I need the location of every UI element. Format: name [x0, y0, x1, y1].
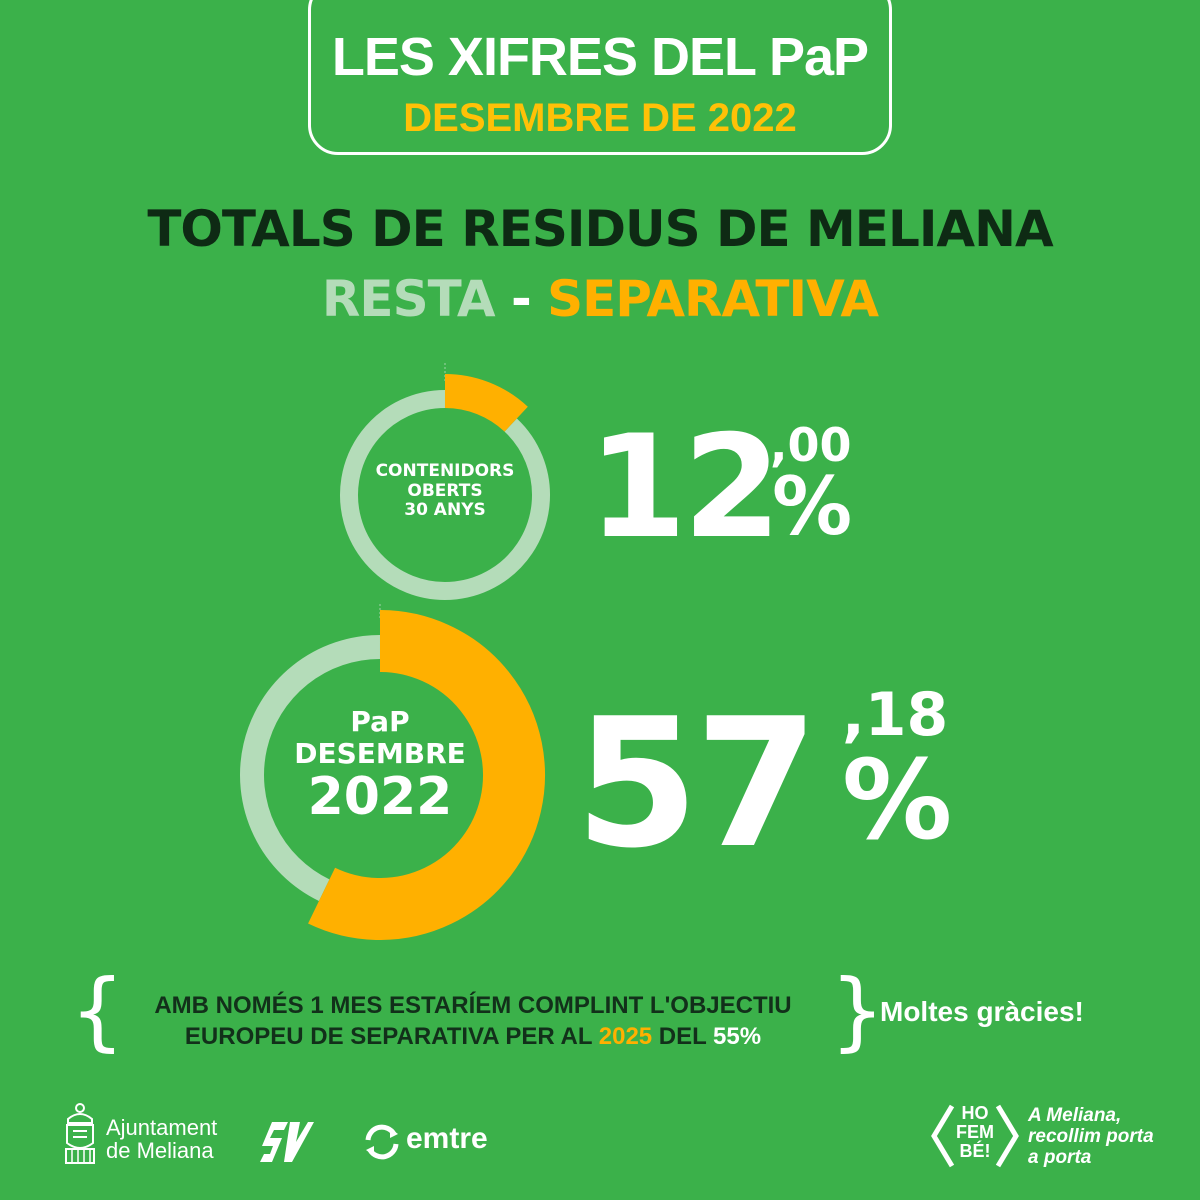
thanks-text: Moltes gràcies! [880, 996, 1084, 1027]
donut-label-line: OBERTS [407, 480, 483, 501]
donut-label-line: CONTENIDORS [375, 461, 515, 481]
ajuntament-crest-icon [65, 1103, 95, 1164]
donut-label-contenidors: CONTENIDORS OBERTS 30 ANYS [350, 461, 540, 521]
donut-slice-resta [340, 390, 550, 600]
note-line-1: AMB NOMÉS 1 MES ESTARÍEM COMPLINT L'OBJE… [154, 992, 792, 1019]
value-decimal-pap: ,18 [842, 680, 949, 750]
note-close-brace: } [830, 961, 885, 1061]
emtre-name: emtre [406, 1122, 488, 1155]
value-decimal-contenidors: ,00 [770, 418, 852, 472]
legend: RESTA - SEPARATIVA [0, 270, 1200, 328]
hofembe-logo-icon [931, 1104, 1019, 1168]
note-line-2-b: DEL [652, 1023, 714, 1051]
slogan-line-3: a porta [1028, 1146, 1092, 1168]
donut-slice-separativa [444, 374, 528, 432]
value-integer-pap: 57 [575, 680, 819, 887]
slogan: A Meliana, recollim porta a porta [1028, 1105, 1154, 1169]
note-target: 55% [713, 1023, 762, 1051]
header-title: LES XIFRES DEL PaP [331, 27, 869, 87]
legend-resta: RESTA [321, 270, 496, 328]
value-integer-contenidors: 12 [588, 405, 782, 570]
ajuntament-line-1: Ajuntament [106, 1115, 218, 1140]
header-frame [308, 0, 892, 155]
donut-label-year: 2022 [307, 767, 453, 828]
hofembe-logo-text: HO FEM BÉ! [950, 1104, 1000, 1161]
note-open-brace: { [70, 961, 125, 1061]
hofembe-line-1: HO [961, 1103, 989, 1123]
hofembe-line-2: FEM [956, 1121, 994, 1142]
note-year: 2025 [598, 1023, 653, 1051]
header-subtitle: DESEMBRE DE 2022 [403, 96, 797, 140]
donut-chart-contenidors [340, 363, 550, 600]
emtre-logo-icon [365, 1124, 399, 1160]
main-title: TOTALS DE RESIDUS DE MELIANA [147, 200, 1053, 258]
donut-label-pap: PaP DESEMBRE 2022 [275, 705, 485, 828]
donut-label-line: PaP [350, 705, 410, 738]
ajuntament-name: Ajuntament de Meliana [106, 1116, 217, 1162]
donut-label-line: 30 ANYS [404, 500, 486, 521]
note-line-2: EUROPEU DE SEPARATIVA PER AL 2025 DEL 55… [108, 1021, 838, 1052]
donut-chart-pap [240, 604, 545, 940]
legend-separator: - [510, 270, 532, 328]
slogan-line-1: A Meliana, [1028, 1105, 1122, 1126]
legend-separativa: SEPARATIVA [547, 270, 879, 328]
sav-logo-icon [260, 1122, 314, 1162]
donut-slice-resta [240, 635, 381, 901]
slogan-line-2: recollim porta [1028, 1125, 1154, 1147]
donut-label-line: DESEMBRE [294, 737, 466, 771]
ajuntament-line-2: de Meliana [106, 1138, 214, 1164]
hofembe-line-3: BÉ! [959, 1140, 991, 1161]
value-unit-contenidors: % [772, 460, 853, 553]
donut-slice-separativa [308, 610, 545, 940]
note-text: AMB NOMÉS 1 MES ESTARÍEM COMPLINT L'OBJE… [108, 990, 838, 1052]
value-unit-pap: % [842, 736, 953, 864]
note-line-2-a: EUROPEU DE SEPARATIVA PER AL [184, 1023, 599, 1051]
